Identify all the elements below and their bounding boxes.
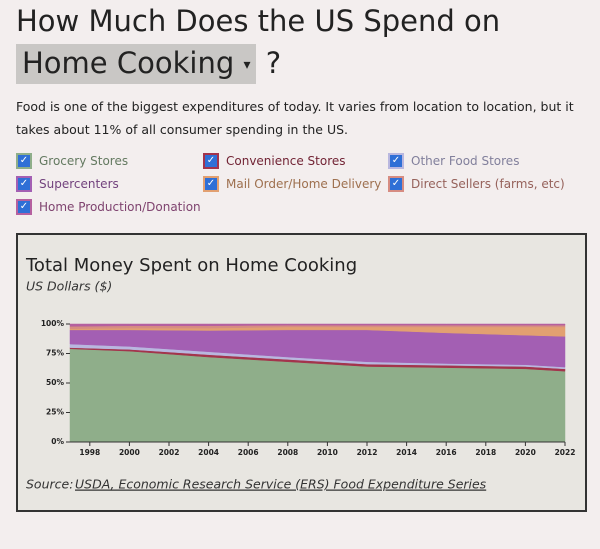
legend-item[interactable]: ✓ Other Food Stores — [388, 153, 519, 169]
x-tick-label: 2018 — [475, 448, 496, 457]
legend-item[interactable]: ✓ Mail Order/Home Delivery — [203, 176, 381, 192]
y-tick-label: 50% — [46, 378, 64, 387]
x-tick-label: 2022 — [555, 448, 576, 457]
x-tick-label: 2010 — [317, 448, 338, 457]
checkbox[interactable]: ✓ — [203, 153, 219, 169]
legend-label[interactable]: Other Food Stores — [411, 154, 520, 168]
area — [69, 323, 566, 327]
checkbox[interactable]: ✓ — [16, 176, 32, 192]
legend-label[interactable]: Direct Sellers (farms, etc) — [411, 177, 565, 191]
x-tick-label: 2016 — [436, 448, 457, 457]
legend-item[interactable]: ✓ Grocery Stores — [16, 153, 128, 169]
x-tick-label: 2008 — [277, 448, 298, 457]
legend-label[interactable]: Mail Order/Home Delivery — [226, 177, 382, 191]
y-tick-label: 75% — [46, 349, 64, 358]
source-label: Source: — [26, 477, 73, 492]
chart-card: Total Money Spent on Home Cooking US Dol… — [16, 233, 587, 512]
x-tick-label: 2006 — [238, 448, 259, 457]
y-tick-label: 100% — [41, 319, 65, 328]
intro: Food is one of the biggest expenditures … — [16, 99, 574, 137]
x-tick-label: 2004 — [198, 448, 219, 457]
heading: How Much Does the US Spend on Home Cookin… — [16, 2, 596, 84]
source-link[interactable]: USDA, Economic Research Service (ERS) Fo… — [75, 477, 487, 492]
x-tick-label: 2012 — [357, 448, 378, 457]
checkbox[interactable]: ✓ — [16, 153, 32, 169]
x-tick-label: 1998 — [79, 448, 100, 457]
chart: Total Money Spent on Home Cooking US Dol… — [25, 255, 576, 492]
legend-label[interactable]: Home Production/Donation — [39, 200, 201, 214]
y-tick-label: 0% — [51, 437, 64, 446]
legend-label[interactable]: Supercenters — [39, 177, 119, 191]
x-tick-label: 2000 — [119, 448, 140, 457]
checkbox[interactable]: ✓ — [203, 176, 219, 192]
chart-subtitle: US Dollars ($) — [26, 279, 112, 294]
x-tick-label: 2014 — [396, 448, 417, 457]
title-suffix: ? — [265, 46, 282, 80]
checkbox[interactable]: ✓ — [388, 176, 404, 192]
x-tick-label: 2020 — [515, 448, 536, 457]
legend-item[interactable]: ✓ Direct Sellers (farms, etc) — [388, 176, 565, 192]
checkbox[interactable]: ✓ — [388, 153, 404, 169]
title: How Much Does the US Spend on — [16, 4, 501, 38]
checkbox[interactable]: ✓ — [16, 199, 32, 215]
dropdown[interactable]: Home Cooking ▾ — [16, 44, 257, 84]
legend-label[interactable]: Convenience Stores — [226, 154, 346, 168]
legend-item[interactable]: ✓ Supercenters — [16, 176, 119, 192]
legend-label[interactable]: Grocery Stores — [39, 154, 129, 168]
y-tick-label: 25% — [46, 408, 64, 417]
legend-item[interactable]: ✓ Home Production/Donation — [16, 199, 201, 215]
dropdown-value[interactable]: Home Cooking — [22, 46, 235, 80]
x-tick-label: 2002 — [159, 448, 180, 457]
legend-item[interactable]: ✓ Convenience Stores — [203, 153, 346, 169]
chart-title: Total Money Spent on Home Cooking — [25, 255, 357, 276]
